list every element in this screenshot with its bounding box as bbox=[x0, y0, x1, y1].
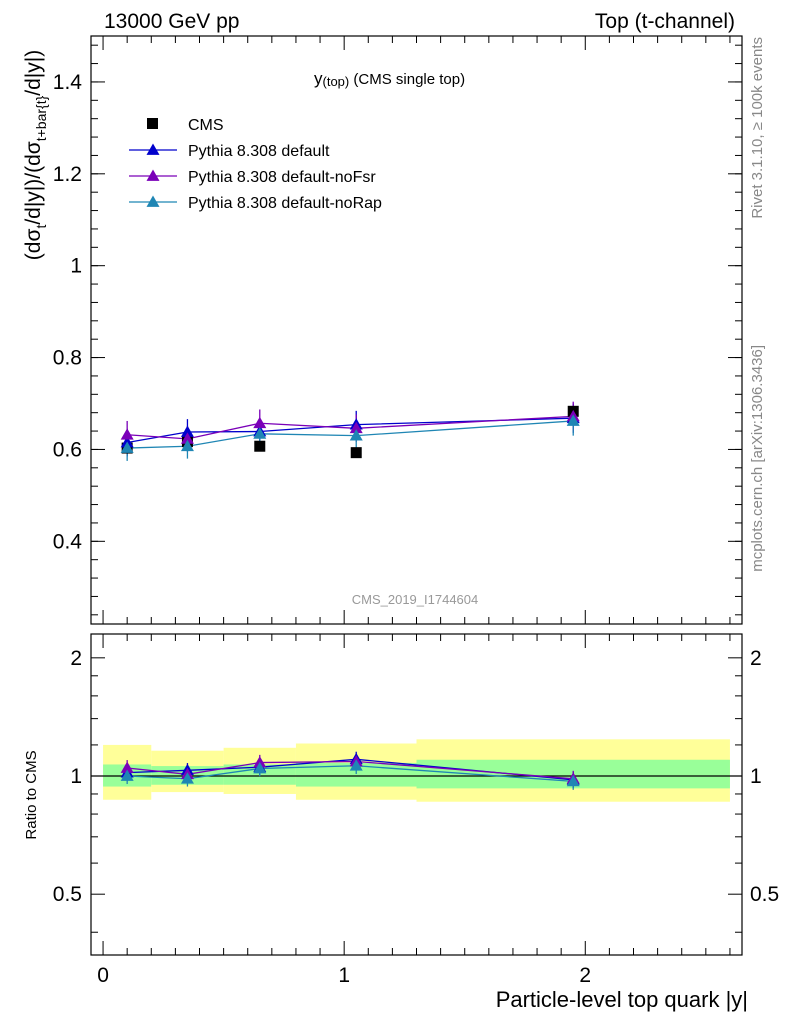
legend-label-noFsr: Pythia 8.308 default-noFsr bbox=[188, 169, 376, 186]
main-ytick-label: 1.2 bbox=[53, 163, 82, 186]
data-point-cms bbox=[350, 447, 362, 459]
x-tick-label: 1 bbox=[338, 964, 350, 987]
main-ytick-label: 1.4 bbox=[53, 71, 83, 94]
mcplots-label: mcplots.cern.ch [arXiv:1306.3436] bbox=[749, 345, 766, 572]
main-ylabel-p3: t+bar{t} bbox=[33, 95, 49, 141]
legend-label-noRap: Pythia 8.308 default-noRap bbox=[188, 195, 382, 212]
analysis-watermark: CMS_2019_I1744604 bbox=[352, 592, 479, 607]
marker-noRap bbox=[120, 441, 134, 453]
main-ylabel-p1: t bbox=[33, 225, 49, 229]
ratio-ytick-label: 2 bbox=[70, 647, 82, 670]
main-ylabel-p2: /d|y|)/(dσ bbox=[22, 141, 45, 224]
ratio-marker-noRap bbox=[566, 774, 580, 787]
marker-noFsr bbox=[120, 428, 134, 440]
marker-noFsr bbox=[253, 416, 267, 429]
header-energy: 13000 GeV pp bbox=[104, 10, 239, 33]
plot-title-main: y bbox=[314, 69, 323, 88]
main-ytick-label: 0.4 bbox=[53, 530, 83, 553]
x-tick-label: 2 bbox=[579, 964, 591, 987]
marker-noFsr bbox=[180, 432, 194, 444]
ratio-ytick-label: 0.5 bbox=[53, 883, 82, 906]
main-ylabel: (dσt/d|y|)/(dσt+bar{t}/d|y|) bbox=[22, 50, 49, 260]
series-line-default bbox=[127, 417, 574, 444]
header-process: Top (t-channel) bbox=[595, 10, 735, 33]
plot-title-rest: (CMS single top) bbox=[349, 71, 465, 88]
uncertainty-band-inner bbox=[295, 762, 417, 787]
plot-title-sub: (top) bbox=[323, 74, 350, 89]
ratio-marker-noRap bbox=[253, 762, 267, 774]
legend-label-default: Pythia 8.308 default bbox=[188, 143, 330, 160]
data-point-cms bbox=[254, 440, 266, 452]
main-ylabel-p0: (dσ bbox=[22, 229, 45, 261]
legend-marker-noRap bbox=[146, 195, 160, 207]
marker-noFsr bbox=[349, 421, 363, 434]
main-ylabel-p4: /d|y|) bbox=[22, 50, 45, 96]
marker-noRap bbox=[180, 439, 194, 452]
ratio-marker-noFsr bbox=[120, 761, 134, 773]
ratio-ylabel: Ratio to CMS bbox=[23, 750, 40, 839]
marker-noRap bbox=[349, 429, 363, 441]
main-ytick-label: 0.8 bbox=[53, 347, 82, 370]
ratio-ytick-label-right: 0.5 bbox=[750, 883, 779, 906]
main-panel: CMS_2019_I1744604 y(top) (CMS single top… bbox=[22, 35, 743, 625]
ratio-marker-noRap bbox=[180, 772, 194, 784]
x-tick-label: 0 bbox=[97, 964, 109, 987]
ratio-panel: 0 1 2 0.5 0.5 1 1 2 2 Ratio to CMS Particle-leve… bbox=[23, 633, 779, 1012]
ratio-marker-noFsr bbox=[253, 756, 267, 768]
ratio-marker-noRap bbox=[120, 769, 134, 781]
legend-marker-noFsr bbox=[146, 169, 160, 181]
main-ytick-label: 1 bbox=[70, 255, 82, 278]
plot-title: y(top) (CMS single top) bbox=[314, 69, 465, 89]
marker-noRap bbox=[566, 414, 580, 426]
legend-marker-default bbox=[146, 143, 160, 155]
marker-default bbox=[180, 425, 194, 437]
x-axis-label: Particle-level top quark |y| bbox=[496, 987, 748, 1012]
marker-noRap bbox=[253, 427, 267, 439]
ratio-ytick-label: 1 bbox=[70, 765, 82, 788]
ratio-marker-noRap bbox=[349, 759, 363, 771]
ratio-ytick-label-right: 2 bbox=[750, 647, 762, 670]
legend-label-cms: CMS bbox=[188, 117, 224, 134]
legend-marker-cms bbox=[147, 118, 158, 129]
ratio-ytick-label-right: 1 bbox=[750, 765, 762, 788]
main-ytick-label: 0.6 bbox=[53, 438, 82, 461]
legend: CMS Pythia 8.308 default Pythia 8.308 defa… bbox=[129, 117, 382, 212]
rivet-label: Rivet 3.1.10, ≥ 100k events bbox=[749, 37, 766, 219]
